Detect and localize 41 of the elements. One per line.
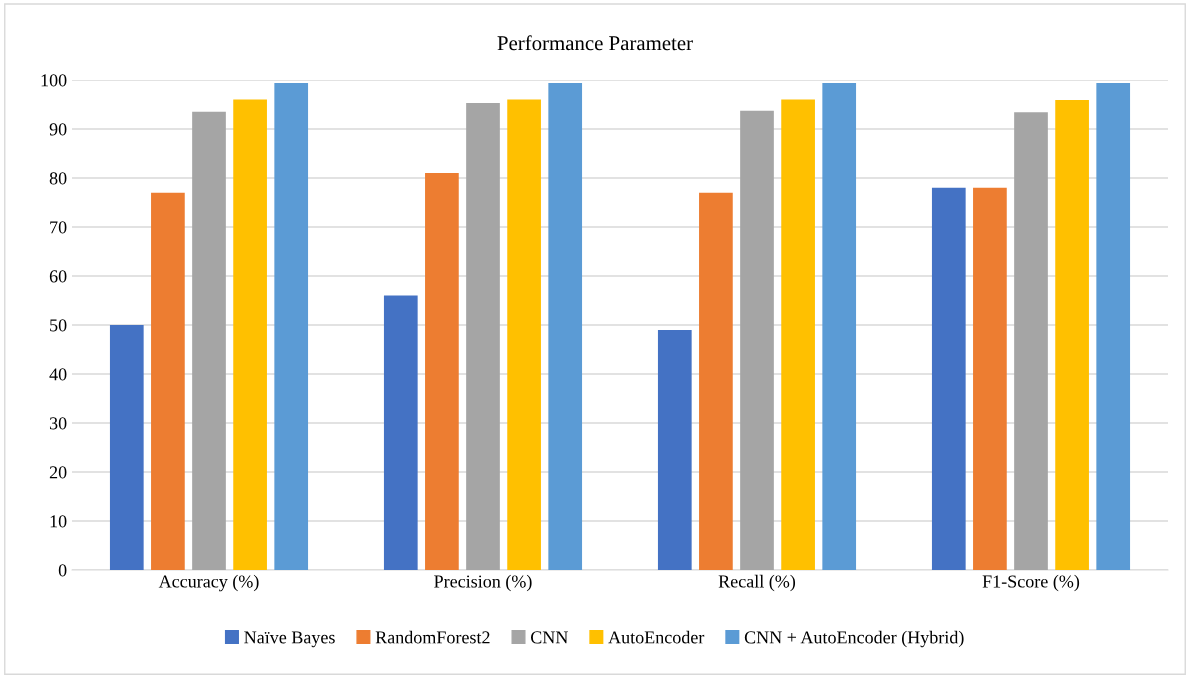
legend-label: Naïve Bayes xyxy=(244,631,335,648)
legend-label: RandomForest2 xyxy=(375,630,490,644)
x-tick-label: Recall (%) xyxy=(718,574,796,592)
bar xyxy=(466,103,500,570)
bar xyxy=(1055,100,1089,570)
x-tick-label: Precision (%) xyxy=(434,574,532,592)
bar xyxy=(548,82,583,570)
y-tick-label: 80 xyxy=(49,172,67,185)
x-tick-label: F1-Score (%) xyxy=(982,574,1080,592)
y-tick-label: 90 xyxy=(49,123,67,136)
bar xyxy=(1014,112,1048,570)
bar xyxy=(740,110,774,570)
bar xyxy=(699,192,733,570)
bar xyxy=(383,295,418,570)
bar xyxy=(151,192,185,570)
y-tick-label: 40 xyxy=(49,368,67,381)
y-tick-label: 100 xyxy=(41,74,67,87)
y-tick-label: 30 xyxy=(49,417,67,430)
bar xyxy=(781,99,815,570)
bar xyxy=(192,111,226,570)
bar xyxy=(1096,82,1131,570)
legend-label: CNN xyxy=(530,631,568,644)
bar xyxy=(973,187,1007,570)
legend-label: CNN + AutoEncoder (Hybrid) xyxy=(744,630,964,648)
chart-title: Performance Parameter xyxy=(497,35,693,51)
y-tick-label: 60 xyxy=(49,270,67,283)
legend-label: AutoEncoder xyxy=(608,630,705,644)
x-tick-label: Accuracy (%) xyxy=(158,574,259,592)
bar xyxy=(233,99,267,570)
y-tick-label: 70 xyxy=(50,221,67,234)
bar xyxy=(274,82,309,570)
bar xyxy=(657,329,692,570)
y-tick-label: 10 xyxy=(50,515,67,528)
bar xyxy=(425,173,459,570)
y-tick-label: 0 xyxy=(58,564,67,577)
bar xyxy=(109,325,144,570)
bar xyxy=(931,187,966,570)
bar xyxy=(822,82,857,570)
y-tick-label: 50 xyxy=(50,319,67,332)
y-tick-label: 20 xyxy=(49,466,67,479)
bar xyxy=(507,99,541,570)
